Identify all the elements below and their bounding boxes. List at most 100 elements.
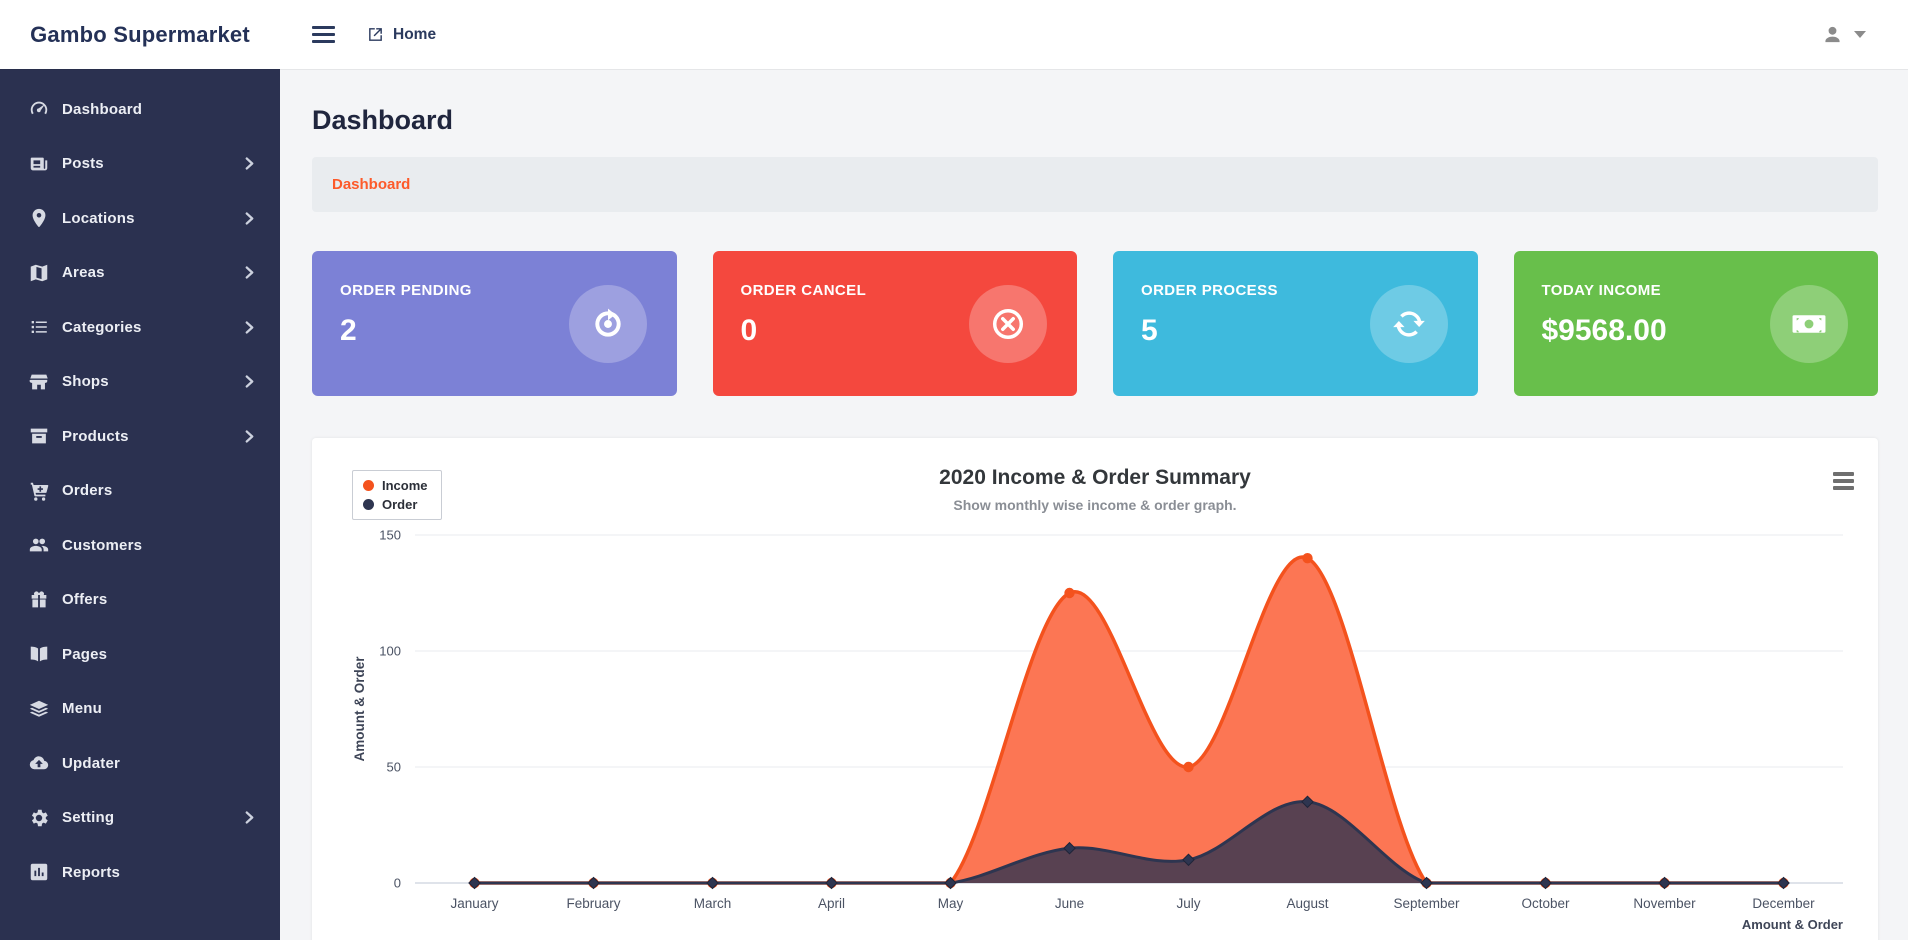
offers-icon	[28, 589, 50, 611]
chevron-right-icon	[245, 375, 254, 388]
stat-card-today-income: TODAY INCOME $9568.00	[1513, 251, 1878, 396]
sidebar-item-posts[interactable]: Posts	[0, 137, 280, 192]
chart-menu-icon[interactable]	[1831, 470, 1856, 492]
svg-text:August: August	[1286, 896, 1328, 911]
sidebar-item-locations[interactable]: Locations	[0, 191, 280, 246]
sidebar-item-areas[interactable]: Areas	[0, 246, 280, 301]
sidebar-item-products[interactable]: Products	[0, 409, 280, 464]
svg-text:October: October	[1521, 896, 1570, 911]
chart-title: 2020 Income & Order Summary	[939, 466, 1251, 489]
stat-card-value: $9568.00	[1541, 314, 1667, 347]
user-menu[interactable]	[1821, 23, 1866, 46]
chart-header: 2020 Income & Order Summary Show monthly…	[312, 466, 1878, 513]
sidebar-item-label: Locations	[62, 209, 135, 227]
svg-text:100: 100	[379, 644, 401, 659]
sidebar: Dashboard Posts Locations Areas Categories Sh…	[0, 69, 280, 940]
stat-card-label: ORDER CANCEL	[740, 282, 867, 299]
sidebar-item-menu[interactable]: Menu	[0, 682, 280, 737]
pages-icon	[28, 643, 50, 665]
sidebar-toggle-button[interactable]	[310, 18, 337, 51]
caret-down-icon	[1854, 31, 1866, 38]
svg-text:50: 50	[387, 760, 401, 775]
history-icon	[568, 284, 647, 363]
page-title: Dashboard	[312, 105, 454, 135]
stat-card-value: 0	[740, 314, 758, 347]
svg-text:January: January	[450, 896, 498, 911]
home-link[interactable]: Home	[367, 26, 436, 44]
stat-card-order-cancel: ORDER CANCEL 0	[712, 251, 1077, 396]
income-order-chart: 0 50 100 150 January February March April May Jun…	[352, 528, 1843, 932]
svg-text:November: November	[1633, 896, 1696, 911]
chevron-right-icon	[245, 430, 254, 443]
customers-icon	[28, 534, 50, 556]
sidebar-item-label: Posts	[62, 155, 104, 173]
sidebar-item-label: Shops	[62, 373, 109, 391]
sidebar-nav: Dashboard Posts Locations Areas Categories Sh…	[0, 82, 280, 900]
sidebar-item-label: Pages	[62, 645, 108, 663]
legend-label: Order	[382, 497, 418, 512]
stat-card-order-process: ORDER PROCESS 5	[1113, 251, 1478, 396]
sidebar-item-label: Reports	[62, 863, 121, 881]
svg-text:Amount & Order: Amount & Order	[1742, 917, 1843, 932]
legend-item-order[interactable]: Order	[363, 497, 428, 512]
menu-icon	[28, 698, 50, 720]
svg-text:150: 150	[379, 528, 401, 543]
sidebar-item-pages[interactable]: Pages	[0, 627, 280, 682]
sidebar-item-setting[interactable]: Setting	[0, 791, 280, 846]
sidebar-item-offers[interactable]: Offers	[0, 573, 280, 628]
sidebar-item-shops[interactable]: Shops	[0, 355, 280, 410]
chevron-right-icon	[245, 157, 254, 170]
breadcrumb: Dashboard	[312, 157, 1878, 212]
svg-text:0: 0	[394, 876, 401, 891]
sidebar-item-label: Dashboard	[62, 100, 143, 118]
categories-icon	[28, 316, 50, 338]
svg-text:March: March	[694, 896, 732, 911]
svg-text:July: July	[1176, 896, 1200, 911]
chart-card: Income Order 2020 Income & Order Summary …	[312, 438, 1878, 940]
external-link-icon	[367, 26, 384, 43]
sidebar-item-label: Areas	[62, 264, 105, 282]
sidebar-item-categories[interactable]: Categories	[0, 300, 280, 355]
main-content: Dashboard Dashboard ORDER PENDING 2 ORDER …	[280, 69, 1908, 940]
legend-label: Income	[382, 478, 428, 493]
sidebar-item-label: Menu	[62, 700, 102, 718]
chevron-right-icon	[245, 321, 254, 334]
sidebar-item-customers[interactable]: Customers	[0, 518, 280, 573]
sidebar-item-label: Offers	[62, 591, 108, 609]
reports-icon	[28, 861, 50, 883]
legend-item-income[interactable]: Income	[363, 478, 428, 493]
areas-icon	[28, 262, 50, 284]
svg-text:May: May	[938, 896, 964, 911]
sidebar-item-updater[interactable]: Updater	[0, 736, 280, 791]
posts-icon	[28, 153, 50, 175]
sync-icon	[1369, 284, 1448, 363]
chart-legend: Income Order	[352, 470, 442, 520]
svg-text:April: April	[818, 896, 845, 911]
cancel-circle-icon	[969, 284, 1047, 363]
money-icon	[1770, 284, 1848, 363]
stat-card-value: 5	[1141, 314, 1158, 347]
svg-text:February: February	[566, 896, 620, 911]
stat-card-order-pending: ORDER PENDING 2	[312, 251, 677, 396]
breadcrumb-item[interactable]: Dashboard	[332, 176, 411, 193]
sidebar-item-label: Setting	[62, 809, 115, 827]
dashboard-icon	[28, 98, 50, 120]
setting-icon	[28, 807, 50, 829]
sidebar-item-reports[interactable]: Reports	[0, 845, 280, 900]
sidebar-item-dashboard[interactable]: Dashboard	[0, 82, 280, 137]
chevron-right-icon	[245, 266, 254, 279]
sidebar-item-label: Categories	[62, 318, 142, 336]
home-link-label: Home	[393, 25, 437, 43]
svg-text:June: June	[1055, 896, 1084, 911]
orders-icon	[28, 480, 50, 502]
stat-card-label: ORDER PENDING	[340, 282, 472, 299]
legend-marker	[363, 499, 374, 510]
stat-cards-row: ORDER PENDING 2 ORDER CANCEL 0 ORDER PROCESS…	[312, 251, 1878, 396]
sidebar-item-label: Orders	[62, 482, 113, 500]
products-icon	[28, 425, 50, 447]
chevron-right-icon	[245, 811, 254, 824]
stat-card-label: TODAY INCOME	[1541, 282, 1662, 299]
user-icon	[1821, 23, 1844, 46]
svg-text:December: December	[1752, 896, 1815, 911]
sidebar-item-orders[interactable]: Orders	[0, 464, 280, 519]
